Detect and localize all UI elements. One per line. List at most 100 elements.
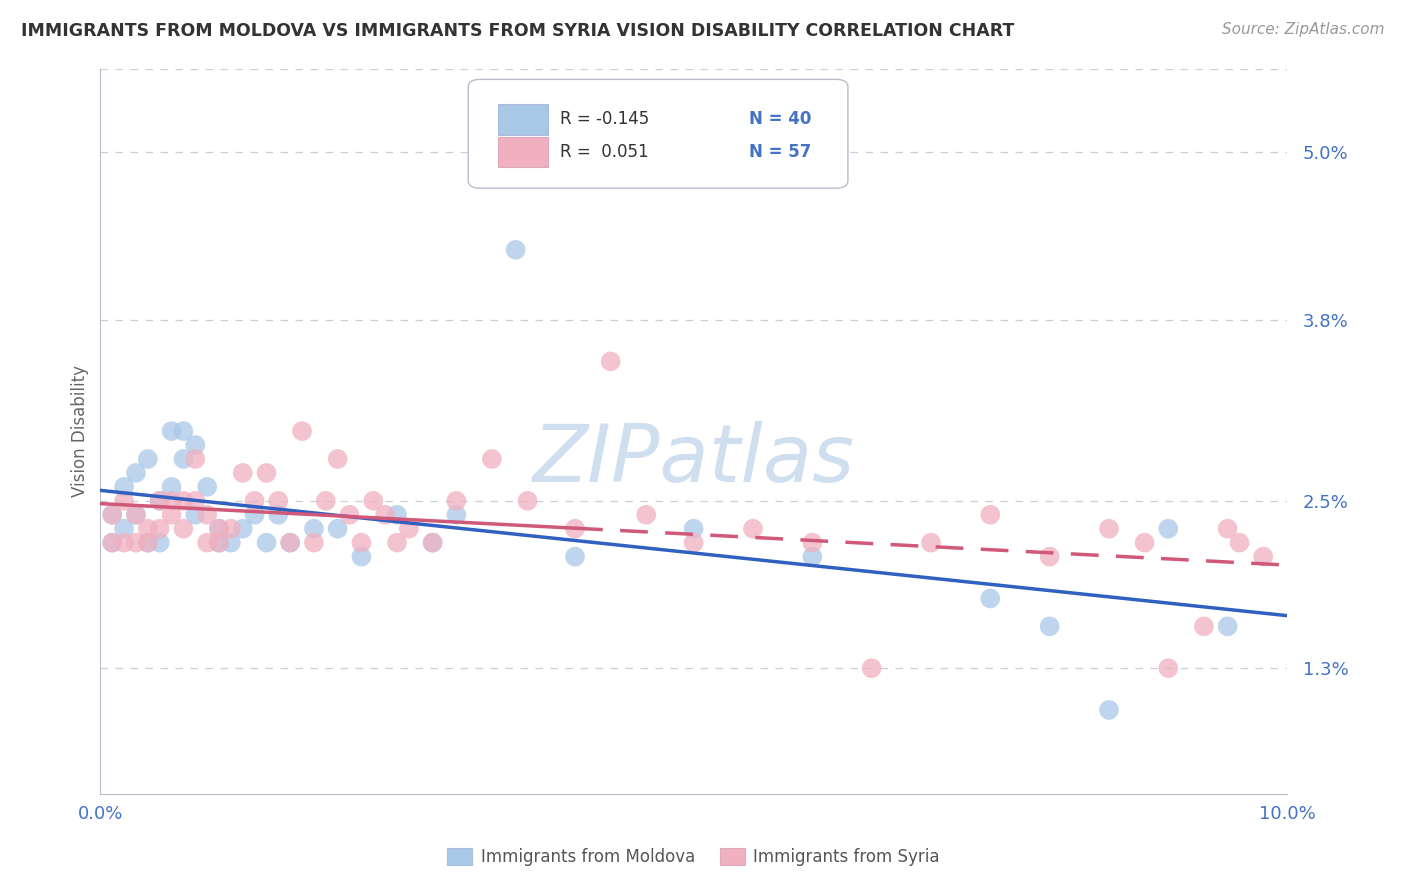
Point	[481, 452, 503, 467]
Point	[172, 424, 194, 438]
Point	[1157, 522, 1180, 536]
FancyBboxPatch shape	[468, 79, 848, 188]
Point	[339, 508, 361, 522]
Point	[208, 522, 231, 536]
FancyBboxPatch shape	[498, 104, 548, 135]
Point	[350, 549, 373, 564]
Point	[101, 535, 124, 549]
Point	[184, 452, 207, 467]
Point	[979, 591, 1001, 606]
Point	[291, 424, 314, 438]
Point	[516, 493, 538, 508]
Point	[219, 522, 242, 536]
Text: Source: ZipAtlas.com: Source: ZipAtlas.com	[1222, 22, 1385, 37]
Point	[172, 452, 194, 467]
Point	[256, 466, 278, 480]
Point	[278, 535, 301, 549]
Point	[184, 493, 207, 508]
Point	[184, 438, 207, 452]
Point	[398, 522, 420, 536]
Point	[801, 535, 824, 549]
Point	[112, 535, 135, 549]
Point	[1098, 522, 1121, 536]
Point	[208, 535, 231, 549]
Point	[1216, 619, 1239, 633]
Point	[125, 535, 148, 549]
Point	[326, 522, 349, 536]
Point	[361, 493, 384, 508]
Point	[136, 535, 159, 549]
Point	[149, 493, 172, 508]
Point	[302, 522, 325, 536]
Point	[302, 535, 325, 549]
Point	[920, 535, 942, 549]
Point	[1192, 619, 1215, 633]
Point	[1251, 549, 1274, 564]
Point	[422, 535, 444, 549]
Point	[101, 508, 124, 522]
Point	[112, 480, 135, 494]
Point	[326, 452, 349, 467]
Point	[149, 535, 172, 549]
Point	[195, 480, 218, 494]
Point	[564, 522, 586, 536]
FancyBboxPatch shape	[498, 136, 548, 167]
Point	[1039, 549, 1062, 564]
Point	[267, 508, 290, 522]
Point	[101, 535, 124, 549]
Point	[422, 535, 444, 549]
Point	[1157, 661, 1180, 675]
Point	[243, 493, 266, 508]
Point	[505, 243, 527, 257]
Point	[385, 535, 408, 549]
Text: R = -0.145: R = -0.145	[560, 111, 648, 128]
Point	[446, 493, 468, 508]
Point	[979, 508, 1001, 522]
Point	[682, 522, 704, 536]
Point	[219, 535, 242, 549]
Point	[1216, 522, 1239, 536]
Point	[112, 522, 135, 536]
Point	[243, 508, 266, 522]
Point	[195, 535, 218, 549]
Point	[195, 508, 218, 522]
Point	[208, 522, 231, 536]
Point	[160, 508, 183, 522]
Point	[125, 508, 148, 522]
Point	[1229, 535, 1251, 549]
Text: ZIPatlas: ZIPatlas	[533, 421, 855, 500]
Point	[101, 508, 124, 522]
Point	[1098, 703, 1121, 717]
Point	[172, 522, 194, 536]
Point	[315, 493, 337, 508]
Point	[801, 549, 824, 564]
Point	[742, 522, 765, 536]
Point	[267, 493, 290, 508]
Point	[136, 452, 159, 467]
Point	[160, 480, 183, 494]
Point	[125, 466, 148, 480]
Point	[136, 522, 159, 536]
Text: N = 40: N = 40	[749, 111, 811, 128]
Point	[125, 508, 148, 522]
Point	[232, 466, 254, 480]
Point	[232, 522, 254, 536]
Point	[374, 508, 396, 522]
Text: R =  0.051: R = 0.051	[560, 143, 648, 161]
Point	[172, 493, 194, 508]
Point	[385, 508, 408, 522]
Point	[682, 535, 704, 549]
Point	[160, 493, 183, 508]
Point	[564, 549, 586, 564]
Point	[149, 493, 172, 508]
Point	[160, 424, 183, 438]
Point	[208, 535, 231, 549]
Point	[136, 535, 159, 549]
Y-axis label: Vision Disability: Vision Disability	[72, 365, 89, 497]
Text: IMMIGRANTS FROM MOLDOVA VS IMMIGRANTS FROM SYRIA VISION DISABILITY CORRELATION C: IMMIGRANTS FROM MOLDOVA VS IMMIGRANTS FR…	[21, 22, 1015, 40]
Point	[1133, 535, 1156, 549]
Point	[278, 535, 301, 549]
Point	[149, 522, 172, 536]
Point	[599, 354, 621, 368]
Point	[350, 535, 373, 549]
